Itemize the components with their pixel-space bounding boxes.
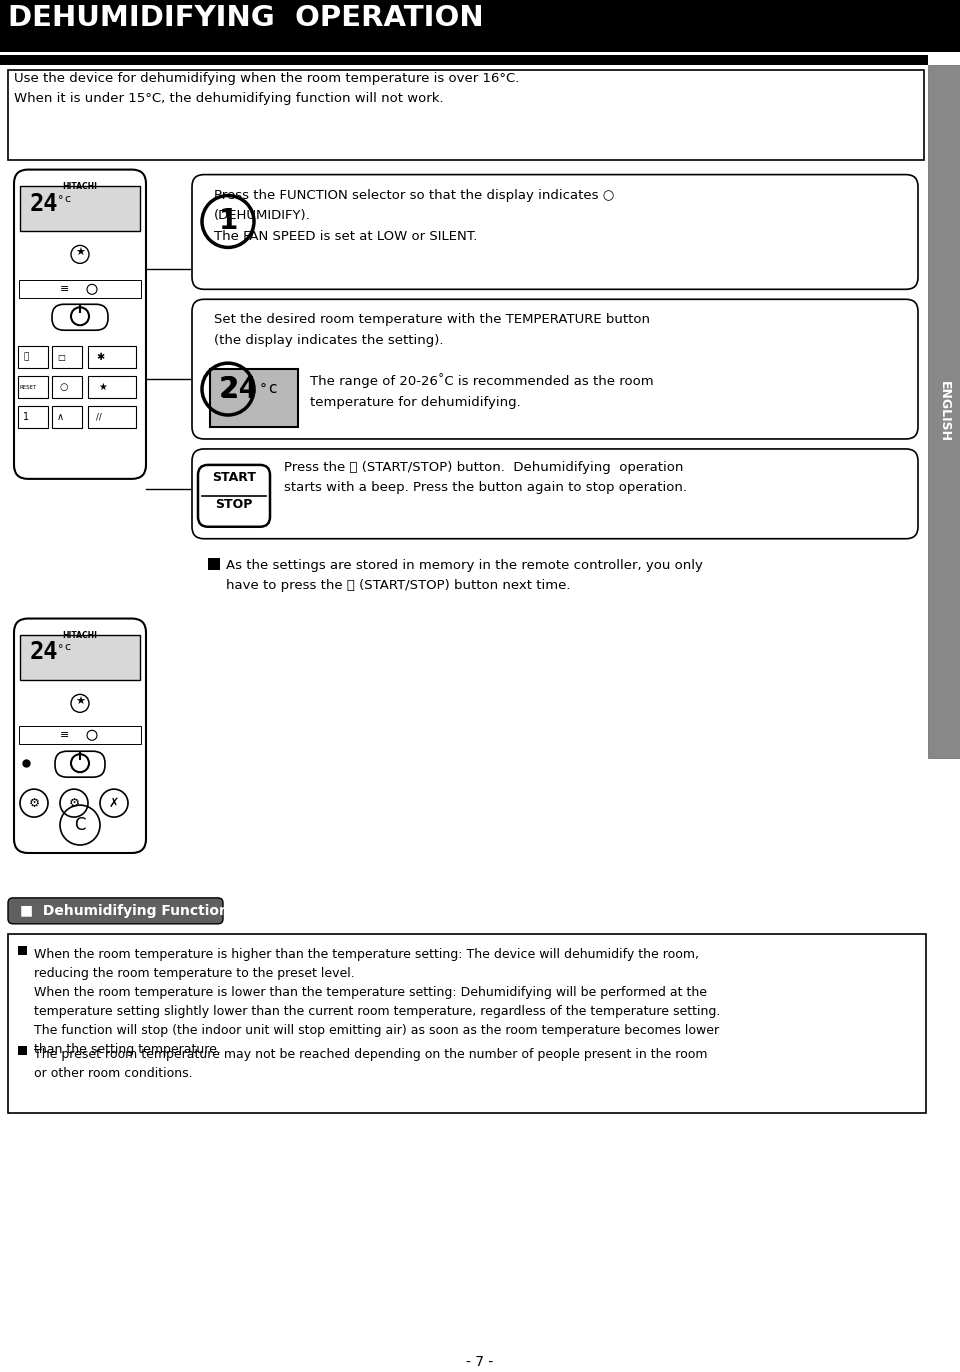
Text: The preset room temperature may not be reached depending on the number of people: The preset room temperature may not be r… [34,1048,708,1080]
FancyBboxPatch shape [198,465,270,527]
Bar [0,55,928,64]
FancyBboxPatch shape [192,299,918,439]
Bar [18,945,27,955]
Bar [0,0,960,52]
Bar [210,369,298,427]
Text: - 7 -: - 7 - [467,1354,493,1369]
FancyBboxPatch shape [55,752,105,777]
Text: STOP: STOP [215,498,252,510]
FancyBboxPatch shape [52,305,108,331]
Text: ≡: ≡ [60,284,70,295]
Text: 24: 24 [220,375,256,405]
Text: As the settings are stored in memory in the remote controller, you only
have to : As the settings are stored in memory in … [226,558,703,593]
Text: //: // [96,413,102,421]
Text: C: C [74,816,85,834]
Text: □: □ [57,353,65,362]
Text: ⚙: ⚙ [68,797,80,809]
Text: Press the ⓘ (START/STOP) button.  Dehumidifying  operation
starts with a beep. P: Press the ⓘ (START/STOP) button. Dehumid… [284,461,687,494]
Text: 24: 24 [30,641,59,664]
Bar [20,634,140,681]
Text: Press the FUNCTION selector so that the display indicates ○
(DEHUMIDIFY).
The FA: Press the FUNCTION selector so that the … [214,188,614,243]
Text: HITACHI: HITACHI [62,631,98,639]
Text: °: ° [58,645,63,654]
Text: Set the desired room temperature with the TEMPERATURE button
(the display indica: Set the desired room temperature with th… [214,313,650,347]
Bar [52,376,82,398]
Circle shape [20,789,48,818]
Bar [18,406,48,428]
Circle shape [100,789,128,818]
Text: Use the device for dehumidifying when the room temperature is over 16°C.
When it: Use the device for dehumidifying when th… [14,71,519,104]
Circle shape [60,805,100,845]
FancyBboxPatch shape [14,170,146,479]
Bar [208,557,220,569]
Text: c: c [268,381,276,397]
Bar [8,934,926,1114]
FancyBboxPatch shape [192,174,918,289]
Bar [20,185,140,232]
Text: °: ° [260,383,267,397]
Bar [8,70,924,159]
Text: The range of 20-26˚C is recommended as the room
temperature for dehumidifying.: The range of 20-26˚C is recommended as t… [310,373,654,409]
Text: 1: 1 [23,412,29,423]
FancyBboxPatch shape [14,619,146,853]
Text: ■  Dehumidifying Function: ■ Dehumidifying Function [20,904,228,918]
FancyBboxPatch shape [8,897,223,923]
Bar [19,280,141,298]
Bar [52,346,82,368]
Circle shape [60,789,88,818]
Bar [18,1045,27,1055]
Bar [18,376,48,398]
Text: ≡: ≡ [60,730,70,741]
Text: START: START [212,471,256,484]
Text: ★: ★ [75,697,85,708]
Circle shape [71,755,89,772]
Text: HITACHI: HITACHI [62,181,98,191]
Text: 2: 2 [218,375,238,403]
Circle shape [202,364,254,414]
Text: When the room temperature is higher than the temperature setting: The device wil: When the room temperature is higher than… [34,948,720,1056]
Text: ✗: ✗ [108,797,119,809]
Text: 24: 24 [30,192,59,215]
Circle shape [71,307,89,325]
Text: ⓘ: ⓘ [23,353,29,362]
Text: c: c [64,193,70,203]
Bar [928,64,960,759]
Circle shape [202,196,254,247]
Text: ○: ○ [60,381,68,392]
Text: 1: 1 [218,207,238,236]
FancyBboxPatch shape [192,449,918,539]
Bar [88,406,136,428]
Text: RESET: RESET [20,384,37,390]
Text: ★: ★ [75,248,85,258]
Bar [88,376,136,398]
Text: °: ° [58,196,63,206]
Bar [88,346,136,368]
Bar [52,406,82,428]
Text: ★: ★ [98,381,107,392]
Text: ⚙: ⚙ [29,797,39,809]
Text: ∧: ∧ [57,412,64,423]
Bar [19,726,141,744]
Text: c: c [64,642,70,653]
Circle shape [202,196,254,247]
Text: ✱: ✱ [96,353,104,362]
Text: ENGLISH: ENGLISH [938,381,950,442]
Bar [18,346,48,368]
Text: DEHUMIDIFYING  OPERATION: DEHUMIDIFYING OPERATION [8,4,484,32]
